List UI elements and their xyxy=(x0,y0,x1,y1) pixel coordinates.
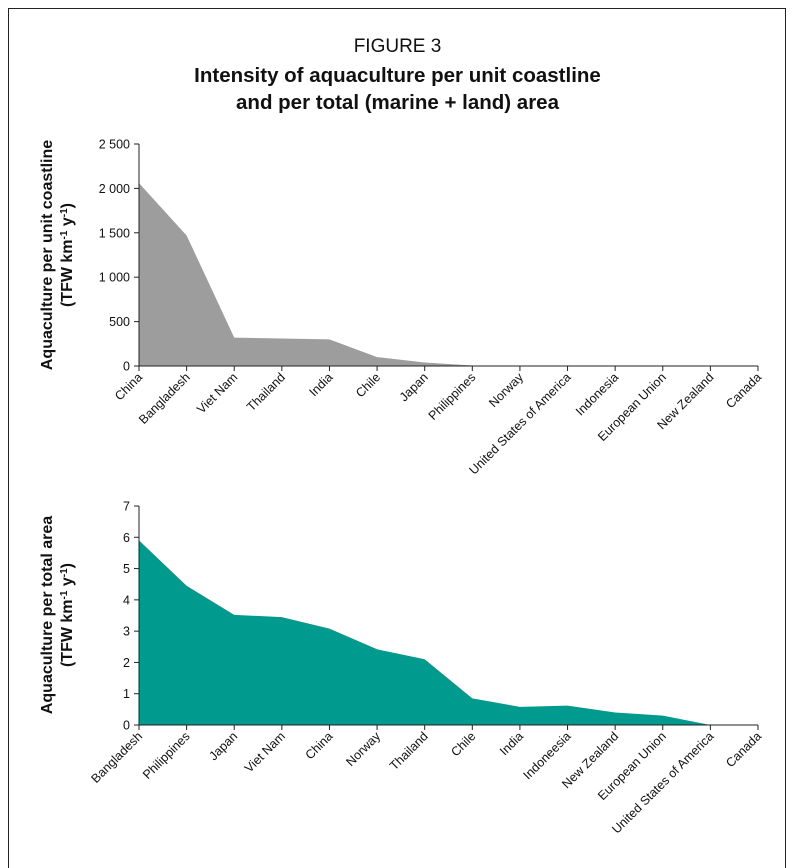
figure-frame xyxy=(8,8,786,868)
x-tick-label: United States of America xyxy=(466,370,573,477)
y-axis-label-line-1: Aquaculture per total area xyxy=(39,516,56,714)
x-tick-label: India xyxy=(307,370,336,399)
y-axis-label-line-1: Aquaculture per unit coastline xyxy=(39,140,56,370)
figure-title-line-1: Intensity of aquaculture per unit coastl… xyxy=(194,64,601,87)
x-tick-label: Bangladesh xyxy=(136,370,193,427)
x-tick-label: Thailand xyxy=(387,729,431,773)
y-tick-label: 1 xyxy=(123,687,130,701)
x-tick-label: Norway xyxy=(343,729,383,769)
figure-title: Intensity of aquaculture per unit coastl… xyxy=(0,62,795,116)
x-tick-label: China xyxy=(303,729,336,762)
y-tick-label: 2 000 xyxy=(99,182,130,196)
y-tick-label: 2 xyxy=(123,656,130,670)
x-tick-label: Viet Nam xyxy=(242,729,288,775)
area-series xyxy=(139,183,758,366)
x-tick-label: Canada xyxy=(723,729,764,770)
x-tick-label: Philippines xyxy=(140,729,193,782)
y-axis-label-line-2: (TFW km-1 y-1) xyxy=(59,563,77,667)
x-tick-label: Canada xyxy=(723,370,764,411)
x-tick-label: Bangladesh xyxy=(89,729,146,786)
y-tick-label: 4 xyxy=(123,593,130,607)
y-tick-label: 2 500 xyxy=(99,138,130,152)
y-tick-label: 1 500 xyxy=(99,226,130,240)
y-tick-label: 1 000 xyxy=(99,271,130,285)
x-tick-label: Japan xyxy=(397,370,431,404)
x-tick-label: India xyxy=(497,729,526,758)
x-tick-label: United States of America xyxy=(609,729,716,836)
x-tick-label: Chile xyxy=(353,370,383,400)
y-tick-label: 5 xyxy=(123,562,130,576)
y-tick-label: 3 xyxy=(123,625,130,639)
x-tick-label: Viet Nam xyxy=(194,370,240,416)
y-tick-label: 7 xyxy=(123,500,130,514)
figure-title-line-2: and per total (marine + land) area xyxy=(236,91,559,114)
y-tick-label: 0 xyxy=(123,360,130,374)
y-tick-label: 6 xyxy=(123,531,130,545)
x-tick-label: Chile xyxy=(448,729,478,759)
x-tick-label: Thailand xyxy=(244,370,288,414)
y-tick-label: 0 xyxy=(123,719,130,733)
area-series xyxy=(139,540,758,725)
figure-label: FIGURE 3 xyxy=(353,36,442,57)
x-tick-label: China xyxy=(112,370,145,403)
x-tick-label: Norway xyxy=(486,370,526,410)
x-tick-label: Indonesia xyxy=(573,370,621,418)
x-tick-label: Japan xyxy=(206,729,240,763)
y-tick-label: 500 xyxy=(109,315,130,329)
x-tick-label: Philippines xyxy=(426,370,479,423)
y-axis-label-line-2: (TFW km-1 y-1) xyxy=(59,203,77,307)
